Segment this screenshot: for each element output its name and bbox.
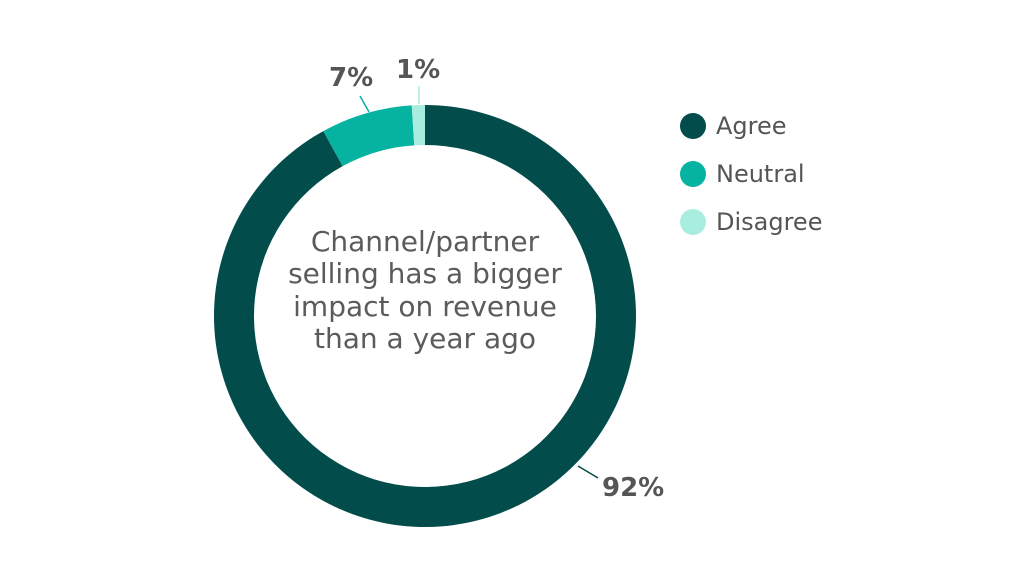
legend-swatch-neutral <box>680 161 706 187</box>
legend-label-disagree: Disagree <box>716 208 823 236</box>
data-label-agree: 92% <box>602 473 664 503</box>
legend-item-neutral: Neutral <box>680 158 822 190</box>
data-label-disagree: 1% <box>396 55 440 85</box>
leader-line-agree <box>577 465 599 479</box>
data-label-neutral: 7% <box>329 63 373 93</box>
legend-label-agree: Agree <box>716 112 787 140</box>
slice-disagree <box>411 105 425 146</box>
legend-swatch-disagree <box>680 209 706 235</box>
slice-neutral <box>323 105 415 167</box>
legend-item-disagree: Disagree <box>680 206 822 238</box>
legend: Agree Neutral Disagree <box>680 110 822 254</box>
legend-label-neutral: Neutral <box>716 160 805 188</box>
legend-swatch-agree <box>680 113 706 139</box>
legend-item-agree: Agree <box>680 110 822 142</box>
center-label: Channel/partner selling has a bigger imp… <box>288 225 562 356</box>
leader-line-neutral <box>359 95 370 113</box>
